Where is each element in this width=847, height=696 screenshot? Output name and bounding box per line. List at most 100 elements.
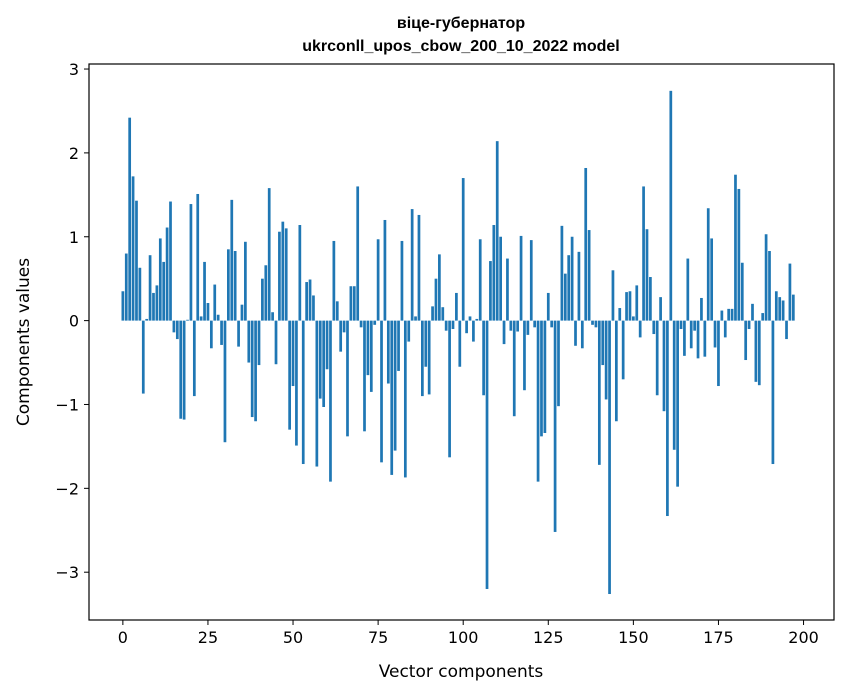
- bar-41: [261, 278, 264, 321]
- bar-92: [434, 278, 438, 321]
- bar-103: [472, 320, 475, 342]
- bar-68: [352, 286, 356, 321]
- bar-49: [288, 320, 291, 430]
- bar-15: [172, 320, 176, 333]
- y-tick-label: −1: [55, 395, 79, 414]
- bar-125: [546, 292, 550, 321]
- plot-frame: [88, 63, 835, 621]
- bar-124: [543, 320, 547, 433]
- bar-3: [131, 176, 135, 321]
- bar-23: [199, 316, 203, 321]
- bar-0: [121, 291, 125, 321]
- bar-187: [757, 320, 761, 386]
- bar-24: [203, 261, 206, 321]
- bar-102: [468, 316, 472, 321]
- bar-42: [264, 265, 268, 321]
- bar-91: [431, 306, 434, 321]
- bar-11: [158, 238, 162, 321]
- x-tick-label: 0: [118, 628, 128, 647]
- bar-7: [145, 318, 149, 321]
- bar-109: [492, 225, 496, 321]
- bar-20: [189, 204, 193, 321]
- bar-190: [768, 251, 771, 321]
- bar-18: [182, 320, 186, 420]
- bar-195: [785, 320, 788, 340]
- y-axis-ticks: −3 −2 −1 0 1 2 3: [55, 60, 89, 582]
- bar-115: [512, 320, 516, 417]
- bar-38: [250, 320, 254, 418]
- bar-98: [455, 292, 458, 321]
- bar-110: [495, 141, 499, 321]
- bar-100: [461, 178, 465, 321]
- bar-171: [703, 320, 707, 357]
- x-tick-label: 25: [198, 628, 218, 647]
- bar-183: [744, 320, 748, 361]
- bar-141: [601, 320, 605, 366]
- bar-156: [652, 320, 656, 335]
- bar-85: [410, 209, 414, 321]
- bar-191: [771, 320, 775, 465]
- bar-40: [257, 320, 261, 366]
- bar-67: [349, 286, 353, 321]
- bar-122: [536, 320, 540, 482]
- bar-63: [335, 301, 339, 321]
- x-tick-label: 125: [533, 628, 564, 647]
- y-tick-label: 1: [69, 228, 79, 247]
- bar-107: [485, 320, 489, 589]
- bar-54: [305, 282, 308, 321]
- bar-13: [165, 227, 169, 321]
- bar-90: [427, 320, 431, 395]
- bar-61: [329, 320, 332, 482]
- bar-45: [274, 320, 278, 365]
- bar-108: [489, 261, 492, 321]
- bar-82: [400, 240, 404, 321]
- bar-172: [706, 208, 710, 321]
- bar-142: [604, 320, 608, 400]
- bar-75: [376, 239, 380, 321]
- bar-135: [580, 320, 584, 349]
- bar-50: [291, 320, 295, 387]
- bar-70: [359, 320, 363, 328]
- bar-175: [717, 320, 720, 387]
- bar-158: [659, 297, 662, 321]
- bar-189: [764, 234, 768, 321]
- bar-147: [621, 320, 625, 380]
- x-tick-label: 100: [448, 628, 479, 647]
- y-tick-label: −2: [55, 479, 79, 498]
- bar-184: [747, 320, 751, 330]
- bar-134: [577, 251, 581, 321]
- bar-79: [390, 320, 394, 475]
- bar-106: [482, 320, 485, 396]
- bar-80: [393, 320, 397, 451]
- bar-14: [169, 201, 172, 321]
- y-axis-label: Components values: [14, 258, 34, 426]
- bar-166: [686, 258, 690, 321]
- bar-137: [587, 230, 591, 321]
- bar-197: [791, 294, 795, 321]
- bar-99: [458, 320, 462, 367]
- bar-5: [138, 267, 142, 321]
- bar-10: [155, 285, 159, 321]
- bar-117: [519, 235, 523, 321]
- bar-46: [278, 231, 281, 321]
- bar-6: [141, 320, 145, 394]
- bar-4: [135, 200, 138, 321]
- bar-193: [778, 297, 782, 321]
- bar-157: [655, 320, 659, 396]
- x-tick-label: 150: [618, 628, 649, 647]
- bar-169: [696, 320, 700, 359]
- bar-56: [312, 295, 315, 321]
- bar-153: [642, 186, 645, 321]
- bar-28: [216, 314, 220, 321]
- bar-76: [380, 320, 383, 463]
- bar-60: [325, 320, 329, 370]
- bar-173: [710, 238, 714, 321]
- bar-71: [363, 320, 366, 432]
- bar-136: [584, 167, 588, 321]
- bar-29: [220, 320, 223, 345]
- bar-69: [356, 186, 360, 321]
- bar-111: [499, 236, 502, 321]
- bar-72: [366, 320, 370, 376]
- bar-36: [244, 241, 247, 321]
